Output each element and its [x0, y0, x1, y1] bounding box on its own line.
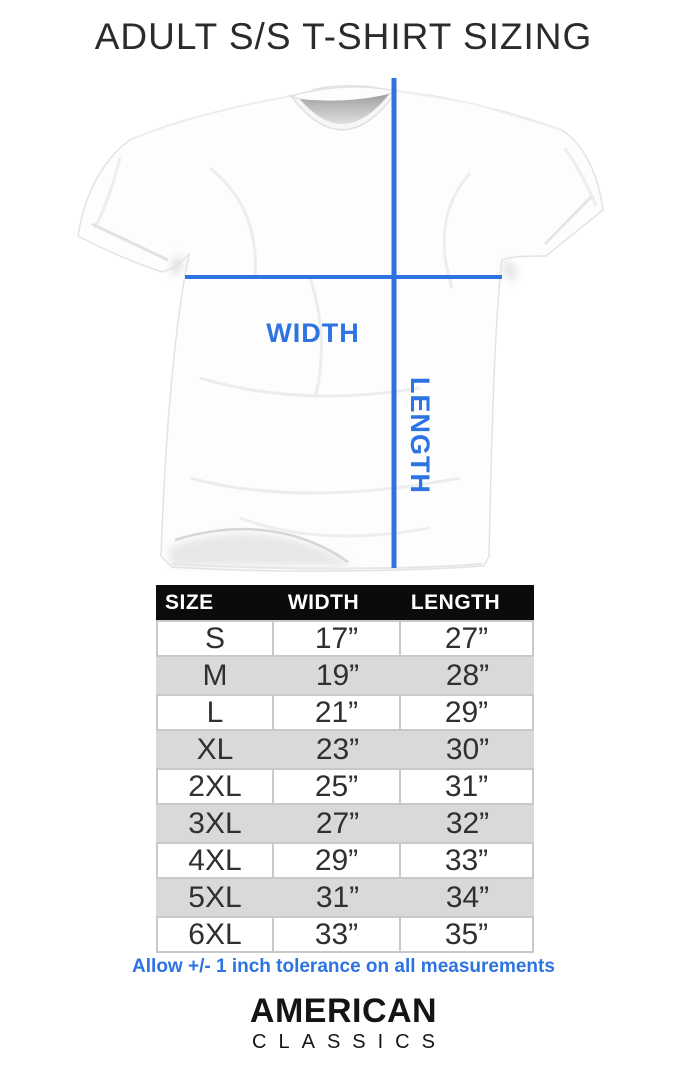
cell-size: M [202, 658, 228, 692]
cell-size: S [156, 620, 274, 657]
length-label: LENGTH [405, 377, 435, 494]
cell-size: 5XL [188, 880, 242, 914]
cell-width: 17” [274, 620, 401, 657]
cell-length: 30” [445, 732, 490, 766]
tshirt-measurement-diagram: WIDTH LENGTH [0, 78, 687, 578]
header-length: LENGTH [410, 590, 501, 614]
cell-length: 35” [401, 916, 534, 953]
table-row-5xl: 5XL 31” 34” [156, 879, 534, 916]
cell-length: 27” [401, 620, 534, 657]
table-row-3xl: 3XL 27” 32” [156, 805, 534, 842]
table-row-4xl: 4XL 29” 33” [156, 842, 534, 879]
cell-size: XL [196, 732, 234, 766]
cell-size: 2XL [156, 768, 274, 805]
cell-width: 33” [274, 916, 401, 953]
cell-size: 6XL [156, 916, 274, 953]
table-body: S 17” 27” M 19” 28” L 21” 29” XL 23” 30” 2XL 25” 31” 3X… [156, 620, 534, 953]
table-header-row: SIZE WIDTH LENGTH [156, 585, 534, 620]
cell-width: 31” [315, 880, 360, 914]
brand-logo: AMERICAN CLASSICS [0, 994, 687, 1054]
cell-size: 4XL [156, 842, 274, 879]
cell-width: 21” [274, 694, 401, 731]
table-row-2xl: 2XL 25” 31” [156, 768, 534, 805]
cell-width: 23” [315, 732, 360, 766]
table-row-s: S 17” 27” [156, 620, 534, 657]
cell-size: L [156, 694, 274, 731]
tolerance-note: Allow +/- 1 inch tolerance on all measur… [132, 956, 555, 977]
cell-length: 33” [401, 842, 534, 879]
table-row-l: L 21” 29” [156, 694, 534, 731]
cell-length: 28” [445, 658, 490, 692]
table-row-6xl: 6XL 33” 35” [156, 916, 534, 953]
cell-width: 19” [315, 658, 360, 692]
table-row-xl: XL 23” 30” [156, 731, 534, 768]
cell-width: 25” [274, 768, 401, 805]
header-width: WIDTH [287, 590, 360, 614]
cell-width: 29” [274, 842, 401, 879]
size-chart-table: SIZE WIDTH LENGTH S 17” 27” M 19” 28” L 21” 29” X… [156, 585, 534, 953]
cell-length: 29” [401, 694, 534, 731]
cell-length: 34” [445, 880, 490, 914]
header-size: SIZE [165, 590, 214, 614]
cell-length: 32” [445, 806, 490, 840]
width-label: WIDTH [266, 318, 360, 348]
tshirt-photo [77, 78, 604, 572]
page-title: ADULT S/S T-SHIRT SIZING [94, 16, 593, 57]
cell-width: 27” [315, 806, 360, 840]
brand-subname: CLASSICS [252, 1031, 447, 1053]
cell-size: 3XL [188, 806, 242, 840]
brand-name: AMERICAN [249, 992, 438, 1030]
cell-length: 31” [401, 768, 534, 805]
table-row-m: M 19” 28” [156, 657, 534, 694]
